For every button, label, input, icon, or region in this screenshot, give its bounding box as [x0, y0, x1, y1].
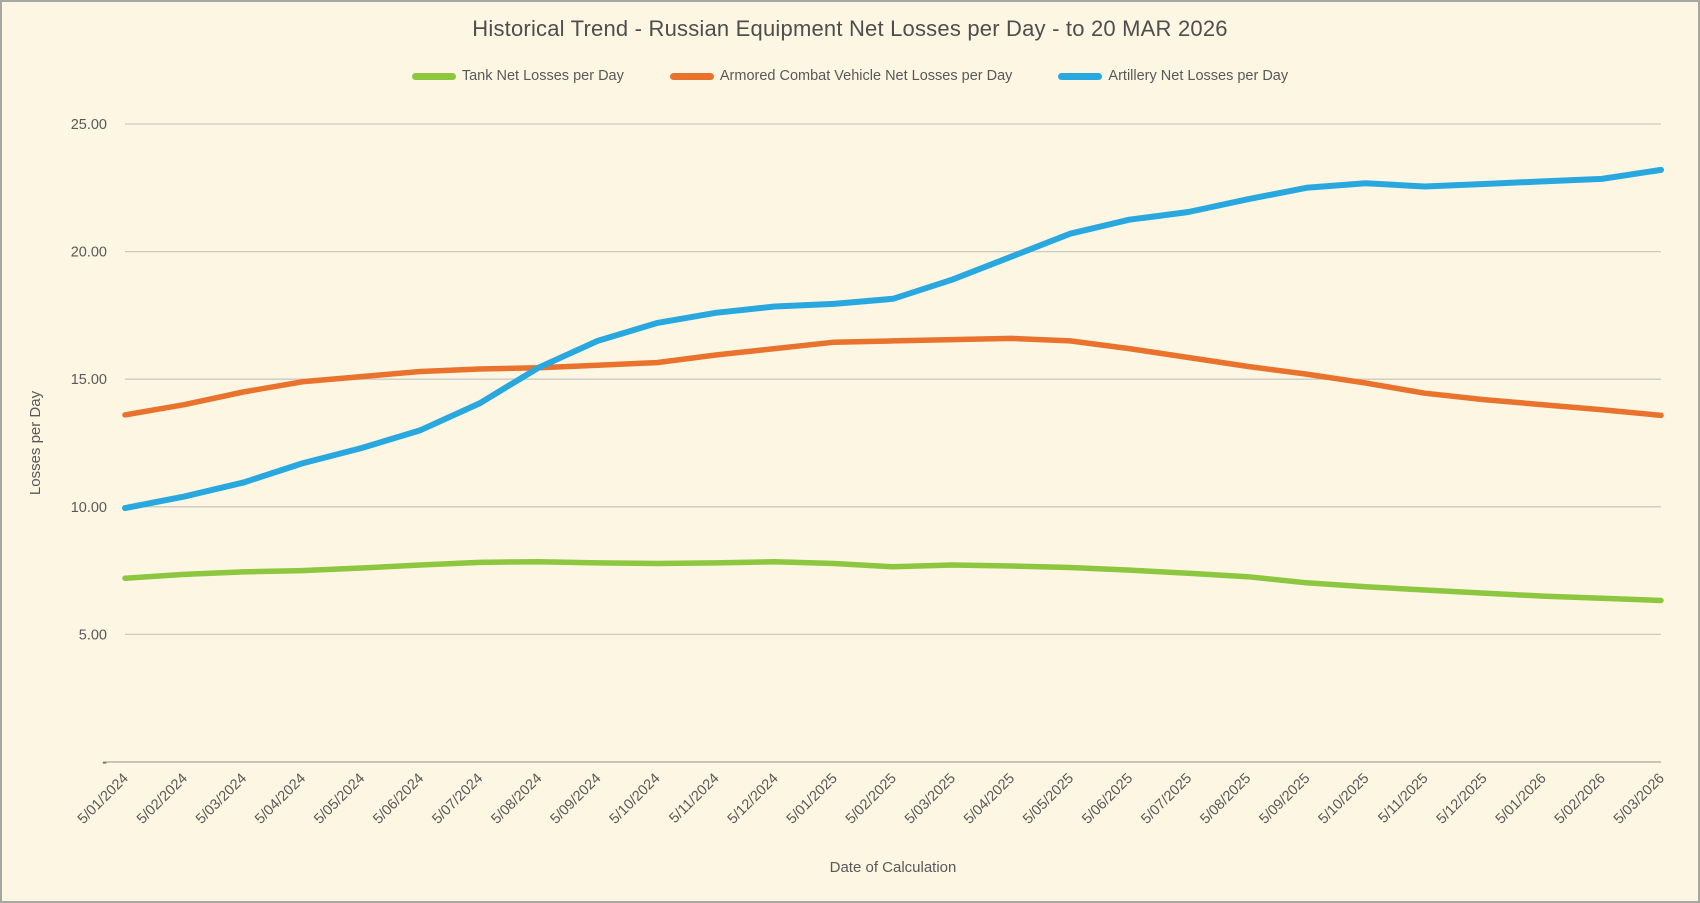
acv-series-swatch-icon	[669, 72, 714, 80]
x-tick-label: 5/08/2024	[488, 771, 545, 828]
y-tick-label: 15.00	[71, 372, 107, 388]
x-tick-label: 5/02/2024	[134, 771, 191, 828]
x-tick-label: 5/11/2025	[1375, 771, 1431, 827]
x-tick-label: 5/10/2025	[1316, 771, 1373, 828]
y-tick-label: 25.00	[71, 117, 107, 133]
x-tick-label: 5/04/2025	[961, 771, 1018, 828]
y-tick-label: 5.00	[79, 627, 107, 643]
x-tick-label: 5/09/2025	[1256, 771, 1313, 828]
x-tick-label: 5/03/2026	[1611, 771, 1668, 828]
x-tick-label: 5/01/2024	[75, 771, 132, 828]
x-tick-label: 5/08/2025	[1197, 771, 1254, 828]
x-tick-label: 5/11/2024	[666, 771, 722, 827]
legend-label-artillery: Artillery Net Losses per Day	[1108, 68, 1289, 84]
y-axis-title: Losses per Day	[27, 390, 44, 495]
x-tick-label: 5/04/2024	[252, 771, 309, 828]
tank-series-swatch-icon	[411, 72, 456, 80]
artillery-losses-line	[122, 166, 1664, 512]
x-tick-label: 5/06/2025	[1079, 771, 1136, 828]
x-tick-label: 5/05/2025	[1020, 771, 1077, 828]
x-tick-label: 5/09/2024	[548, 771, 605, 828]
legend-item-artillery: Artillery Net Losses per Day	[1058, 68, 1288, 84]
x-tick-label: 5/01/2026	[1493, 771, 1550, 828]
legend-label-acv: Armored Combat Vehicle Net Losses per Da…	[719, 68, 1013, 84]
x-tick-label: 5/05/2024	[311, 771, 368, 828]
x-tick-label: 5/03/2024	[193, 771, 250, 828]
x-tick-label: 5/07/2024	[429, 771, 486, 828]
x-axis-title: Date of Calculation	[830, 859, 957, 876]
x-tick-label: 5/01/2025	[784, 771, 841, 828]
y-tick-label: 20.00	[71, 245, 107, 261]
acv-losses-line	[122, 335, 1664, 419]
x-tick-label: 5/03/2025	[902, 771, 959, 828]
artillery-series-swatch-icon	[1058, 72, 1103, 80]
x-tick-label: 5/02/2026	[1552, 771, 1609, 828]
legend-item-tank: Tank Net Losses per Day	[411, 68, 624, 84]
y-tick-label: -	[102, 755, 107, 771]
legend-label-tank: Tank Net Losses per Day	[461, 68, 624, 84]
chart-legend: Tank Net Losses per Day Armored Combat V…	[0, 68, 1700, 84]
y-tick-label: 10.00	[71, 500, 107, 516]
x-tick-label: 5/02/2025	[843, 771, 900, 828]
x-tick-label: 5/06/2024	[370, 771, 427, 828]
chart-title: Historical Trend - Russian Equipment Net…	[472, 16, 1228, 41]
x-tick-label: 5/10/2024	[607, 771, 664, 828]
x-tick-label: 5/12/2025	[1434, 771, 1491, 828]
x-tick-label: 5/12/2024	[725, 771, 782, 828]
legend-item-acv: Armored Combat Vehicle Net Losses per Da…	[669, 68, 1013, 84]
tank-losses-line	[122, 558, 1664, 604]
x-tick-label: 5/07/2025	[1138, 771, 1195, 828]
